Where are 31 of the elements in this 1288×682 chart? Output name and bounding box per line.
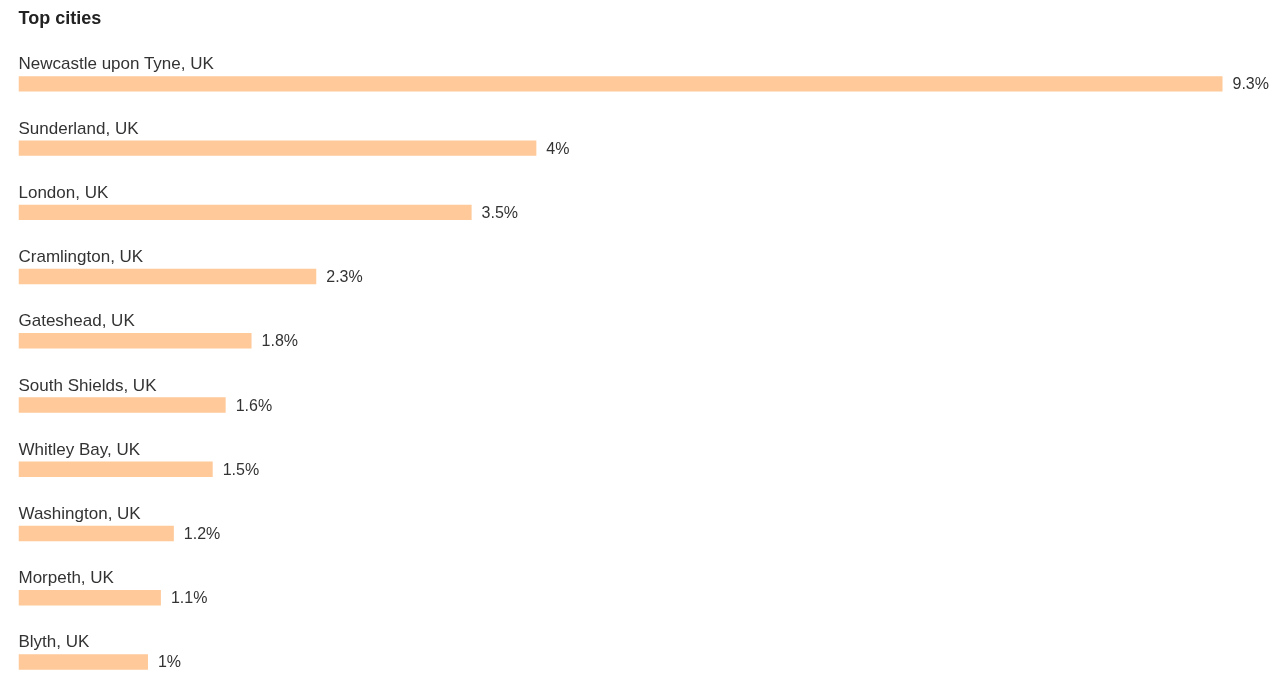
data-label: 1.5% [222,460,260,478]
data-label: 4% [546,139,570,157]
y-tick-label: Cramlington, UK [18,247,144,267]
bar [18,654,148,670]
data-label: 1% [157,653,182,671]
bar [18,525,174,542]
bar [18,461,213,477]
bar [18,268,317,285]
bar [18,333,252,349]
bar [18,76,1223,92]
y-tick-label: Newcastle upon Tyne, UK [18,54,215,74]
data-label: 1.2% [183,524,221,542]
bar [18,140,537,156]
y-tick-label: Sunderland, UK [18,118,140,138]
data-label: 1.6% [235,396,273,414]
data-label: 2.3% [326,268,363,286]
y-tick-label: Washington, UK [18,503,142,523]
bar [18,590,161,606]
data-label: 1.8% [261,332,298,350]
y-tick-label: London, UK [18,182,109,202]
data-label: 1.1% [170,589,208,607]
y-tick-label: Gateshead, UK [18,311,136,331]
bar [18,204,472,221]
data-label: 9.3% [1232,75,1269,93]
y-tick-label: Morpeth, UK [18,568,115,588]
bar [18,397,226,413]
y-tick-label: Whitley Bay, UK [18,439,141,459]
y-tick-label: South Shields, UK [18,375,158,395]
y-tick-label: Blyth, UK [18,632,91,652]
chart-title: Top cities [18,7,102,28]
data-label: 3.5% [481,203,519,221]
